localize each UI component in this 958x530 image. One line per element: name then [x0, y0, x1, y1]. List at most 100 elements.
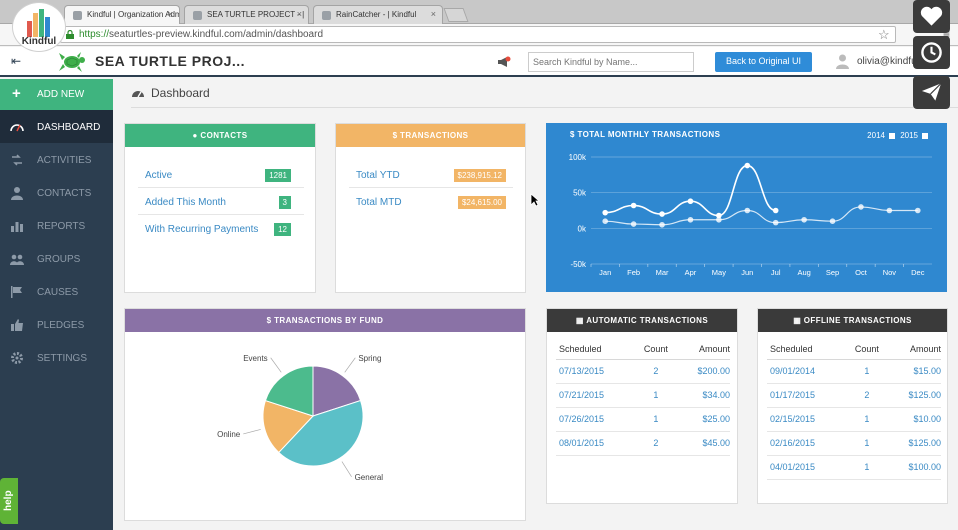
offline-transactions-table: Scheduled Count Amount 09/01/2014 1 $15.00… — [767, 340, 941, 480]
scheduled-cell[interactable]: 08/01/2015 — [556, 431, 636, 456]
dashboard-icon — [132, 91, 144, 98]
favicon-icon — [322, 11, 331, 20]
contacts-row-active[interactable]: Active 1281 — [138, 161, 304, 188]
amount-cell: $125.00 — [886, 431, 941, 456]
data-point-2015 — [630, 202, 637, 209]
table-row[interactable]: 08/01/2015 2 $45.00 — [556, 431, 730, 456]
kindful-bars-icon — [27, 9, 50, 37]
help-tab[interactable]: help — [0, 478, 18, 524]
history-overlay-button[interactable] — [913, 36, 950, 69]
search-input[interactable] — [528, 52, 694, 72]
col-header-amount: Amount — [886, 340, 941, 360]
transactions-row-mtd[interactable]: Total MTD $24,615.00 — [349, 188, 513, 215]
browser-tab-raincatcher[interactable]: RainCatcher - | Kindful × — [313, 5, 443, 24]
browser-tab-sea-turtle[interactable]: SEA TURTLE PROJECT - | × — [184, 5, 309, 24]
scheduled-cell[interactable]: 07/21/2015 — [556, 383, 636, 408]
favorite-overlay-button[interactable] — [913, 0, 950, 33]
add-new-button[interactable]: + ADD NEW — [0, 79, 113, 110]
x-tick-label: Oct — [855, 268, 868, 277]
plus-icon: + — [12, 85, 21, 102]
col-header-count: Count — [846, 340, 887, 360]
sidebar-item-groups[interactable]: GROUPS — [0, 242, 113, 275]
avatar-icon[interactable] — [836, 54, 849, 69]
pie-label-leader — [341, 461, 352, 477]
offline-card-header: ▦ OFFLINE TRANSACTIONS — [758, 309, 947, 332]
y-tick-label: -50k — [570, 260, 587, 269]
monthly-transactions-card: $ TOTAL MONTHLY TRANSACTIONS 2014 2015 1… — [546, 123, 947, 292]
table-row[interactable]: 02/15/2015 1 $10.00 — [767, 407, 941, 432]
org-name[interactable]: SEA TURTLE PROJ... — [95, 53, 246, 69]
table-row[interactable]: 09/01/2014 1 $15.00 — [767, 359, 941, 384]
title-divider — [131, 107, 958, 108]
pie-label-leader — [344, 357, 356, 373]
contacts-title: CONTACTS — [200, 131, 248, 140]
data-point-2014 — [858, 204, 864, 210]
transactions-row-ytd[interactable]: Total YTD $238,915.12 — [349, 161, 513, 188]
sidebar-item-label: SETTINGS — [37, 353, 88, 364]
sidebar-item-label: CONTACTS — [37, 188, 92, 199]
sidebar-item-label: ACTIVITIES — [37, 155, 92, 166]
contacts-card-header: ● CONTACTS — [125, 124, 315, 147]
browser-tab-kindful[interactable]: Kindful | Organization Adm × — [64, 5, 180, 24]
table-row[interactable]: 07/13/2015 2 $200.00 — [556, 359, 730, 384]
scheduled-cell[interactable]: 04/01/2015 — [767, 455, 847, 480]
scheduled-cell[interactable]: 07/26/2015 — [556, 407, 636, 432]
table-row[interactable]: 04/01/2015 1 $100.00 — [767, 455, 941, 480]
scheduled-cell[interactable]: 09/01/2014 — [767, 359, 847, 384]
megaphone-icon[interactable] — [497, 56, 511, 68]
count-cell: 1 — [846, 359, 887, 384]
contacts-row-added-this-month[interactable]: Added This Month 3 — [138, 188, 304, 215]
sidebar-item-activities[interactable]: ACTIVITIES — [0, 143, 113, 176]
offline-title: OFFLINE TRANSACTIONS — [803, 316, 912, 325]
table-row[interactable]: 07/26/2015 1 $25.00 — [556, 407, 730, 432]
scheduled-cell[interactable]: 01/17/2015 — [767, 383, 847, 408]
x-tick-label: Aug — [797, 268, 810, 277]
sidebar-item-settings[interactable]: SETTINGS — [0, 341, 113, 374]
sidebar-item-contacts[interactable]: CONTACTS — [0, 176, 113, 209]
browser-menu-icon[interactable]: ≡ — [943, 27, 951, 41]
bar-chart-icon — [11, 222, 23, 232]
close-icon[interactable]: × — [167, 9, 173, 19]
scheduled-cell[interactable]: 02/16/2015 — [767, 431, 847, 456]
table-row[interactable]: 02/16/2015 1 $125.00 — [767, 431, 941, 456]
data-point-2014 — [687, 216, 694, 223]
clock-icon — [921, 42, 942, 63]
data-point-2014 — [602, 218, 609, 224]
row-badge: 12 — [274, 223, 291, 236]
sidebar-item-reports[interactable]: REPORTS — [0, 209, 113, 242]
amount-cell: $125.00 — [886, 383, 941, 408]
data-point-2014 — [716, 216, 722, 223]
pie-label: General — [355, 473, 384, 482]
url-input[interactable]: https://seaturtles-preview.kindful.com/a… — [60, 26, 896, 43]
sidebar-item-pledges[interactable]: PLEDGES — [0, 308, 113, 341]
contacts-row-recurring[interactable]: With Recurring Payments 12 — [138, 215, 304, 242]
user-email[interactable]: olivia@kindful.c — [857, 56, 927, 67]
data-point-2014 — [630, 221, 637, 227]
add-new-label: ADD NEW — [37, 89, 85, 100]
bookmark-star-icon[interactable]: ☆ — [878, 27, 890, 42]
sidebar-item-causes[interactable]: CAUSES — [0, 275, 113, 308]
sidebar-toggle-icon[interactable]: ⇤ — [11, 54, 22, 68]
col-header-scheduled: Scheduled — [767, 340, 847, 360]
scheduled-cell[interactable]: 07/13/2015 — [556, 359, 636, 384]
amount-cell: $200.00 — [675, 359, 730, 384]
back-to-original-ui-button[interactable]: Back to Original UI — [715, 52, 812, 72]
count-cell: 2 — [635, 431, 676, 456]
row-label: Total MTD — [356, 197, 402, 208]
sidebar-item-dashboard[interactable]: DASHBOARD — [0, 110, 113, 143]
close-icon[interactable]: × — [430, 9, 436, 19]
data-point-2015 — [659, 211, 665, 217]
calendar-icon: ▦ — [793, 316, 804, 325]
address-bar: https://seaturtles-preview.kindful.com/a… — [0, 24, 958, 46]
scheduled-cell[interactable]: 02/15/2015 — [767, 407, 847, 432]
pie-slice-online — [262, 399, 314, 454]
new-tab-button[interactable] — [443, 8, 469, 22]
close-icon[interactable]: × — [296, 9, 302, 19]
y-tick-label: 50k — [573, 189, 587, 198]
data-point-2014 — [744, 207, 751, 214]
series-line-2014 — [605, 206, 918, 226]
data-point-2014 — [829, 218, 836, 224]
table-row[interactable]: 07/21/2015 1 $34.00 — [556, 383, 730, 408]
send-overlay-button[interactable] — [913, 76, 950, 109]
table-row[interactable]: 01/17/2015 2 $125.00 — [767, 383, 941, 408]
